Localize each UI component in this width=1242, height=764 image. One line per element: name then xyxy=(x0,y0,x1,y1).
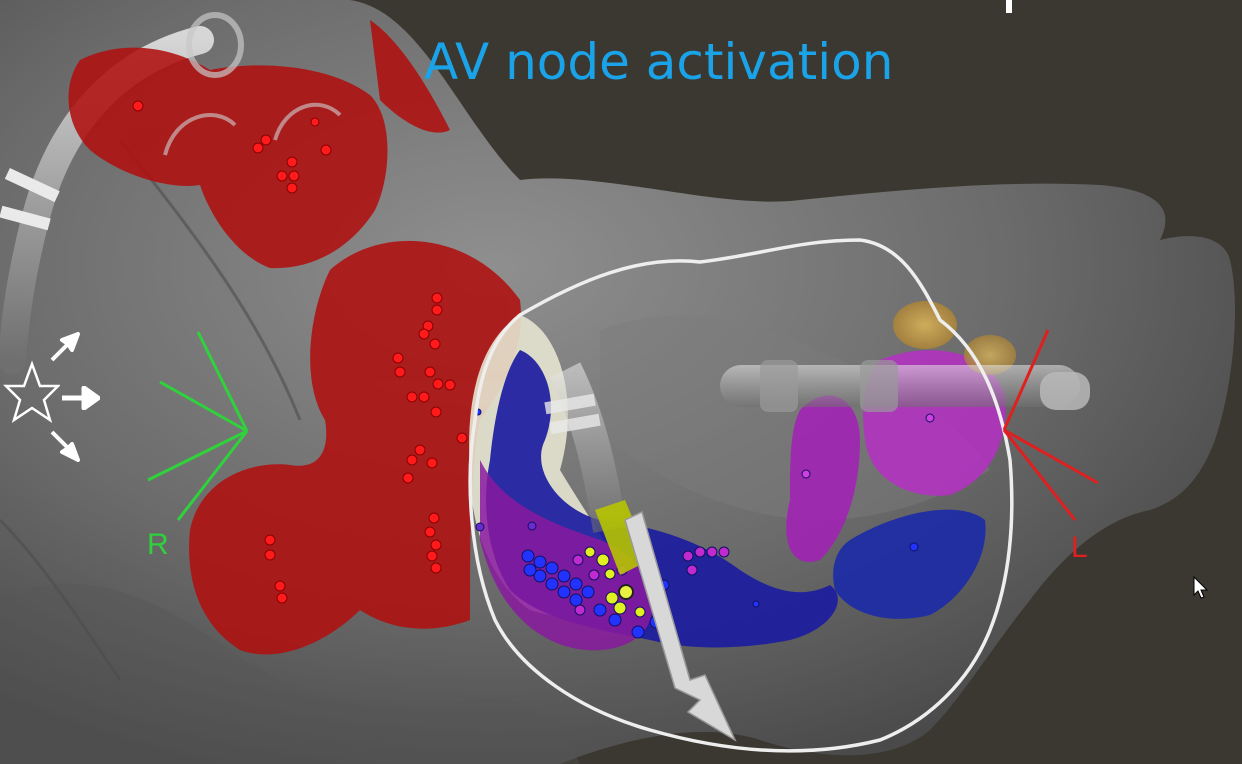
catheter-band xyxy=(1040,372,1090,410)
magenta-zone xyxy=(786,395,860,562)
catheter-arrow-icon xyxy=(624,510,737,742)
arrow-down-right-icon xyxy=(50,430,80,462)
mapping-boundary xyxy=(468,238,1014,753)
left-orientation-marker xyxy=(1002,329,1099,521)
page-title: AV node activation xyxy=(424,33,894,91)
right-catheter xyxy=(720,365,1080,407)
right-orientation-marker xyxy=(147,331,249,521)
star-icon xyxy=(2,360,60,423)
arrow-right-icon xyxy=(62,386,100,410)
mouse-pointer-icon xyxy=(1193,576,1209,599)
yellow-blob xyxy=(893,301,957,349)
catheter-ring xyxy=(186,12,244,78)
catheter-band xyxy=(4,167,60,203)
scale-tick xyxy=(1006,0,1012,13)
left-label: L xyxy=(1071,531,1088,564)
catheter-band xyxy=(0,205,51,231)
arrow-up-right-icon xyxy=(50,332,80,362)
right-label: R xyxy=(147,528,169,561)
blue-right-zone xyxy=(833,509,986,619)
catheter-band xyxy=(760,360,798,412)
red-activation-points xyxy=(132,100,468,604)
catheter-coil xyxy=(163,102,342,156)
catheter-band xyxy=(549,413,601,435)
catheter-band xyxy=(544,393,596,415)
catheter-band xyxy=(860,360,898,412)
surface-shading xyxy=(0,583,580,764)
